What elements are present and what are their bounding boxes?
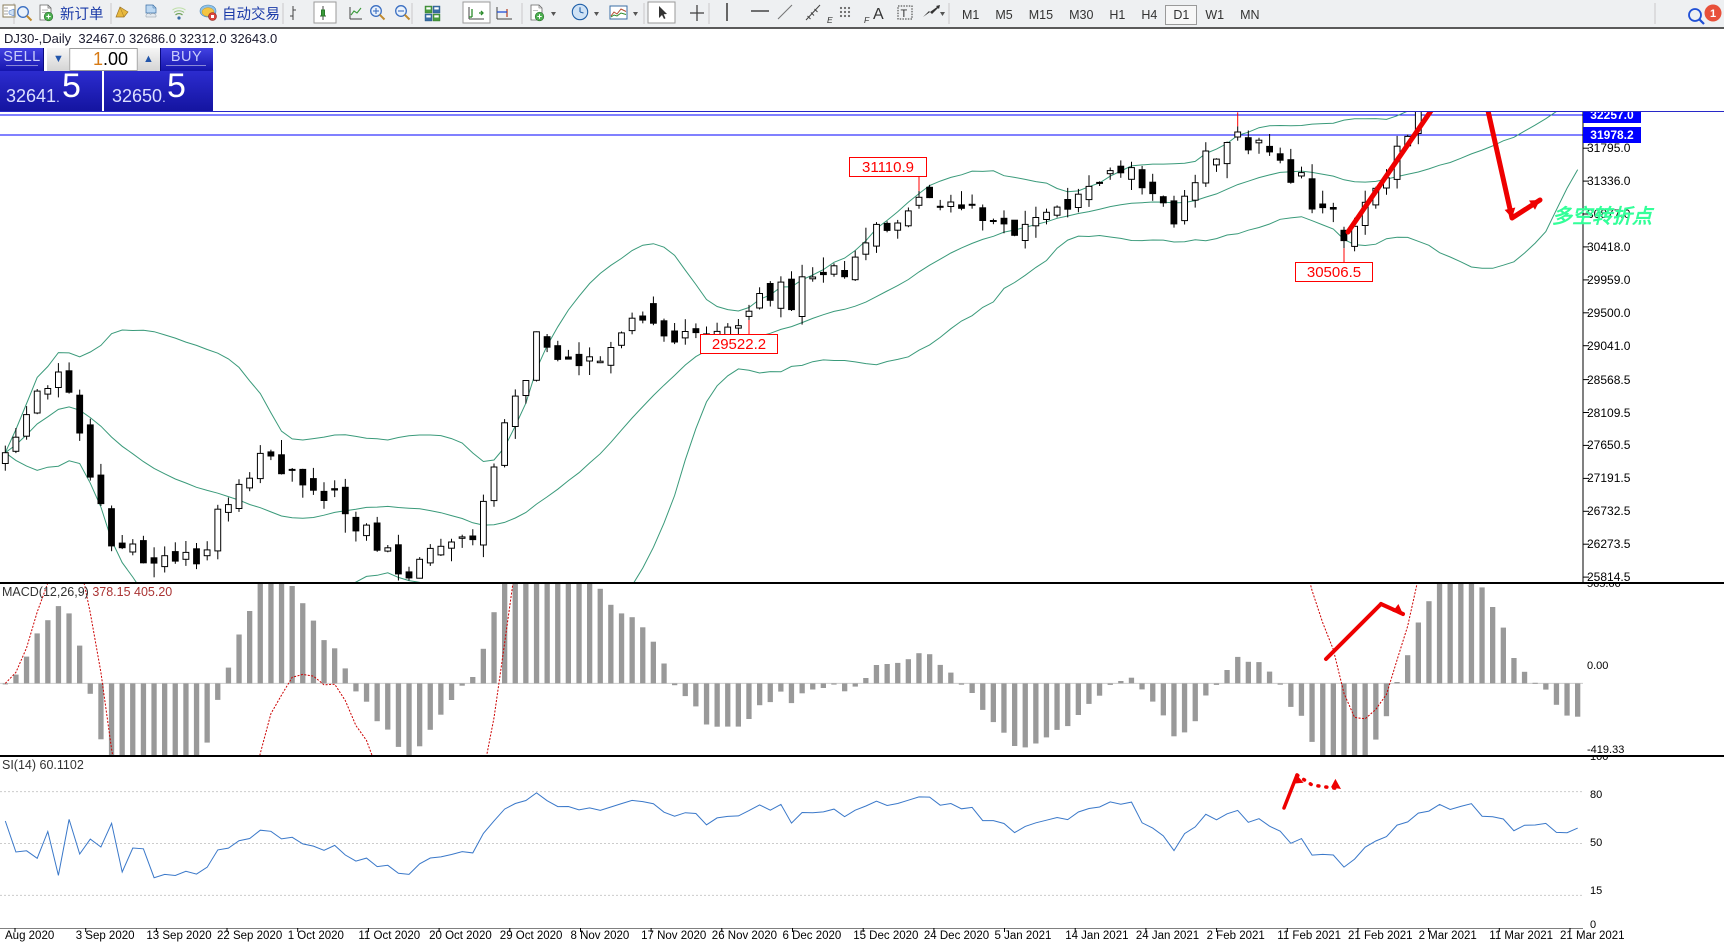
svg-text:新订单: 新订单 bbox=[60, 6, 104, 23]
svg-text:F: F bbox=[864, 15, 870, 25]
svg-text:E: E bbox=[827, 15, 833, 25]
svg-text:T: T bbox=[901, 8, 908, 20]
svg-text:1: 1 bbox=[1710, 8, 1716, 20]
svg-text:A: A bbox=[873, 6, 884, 23]
svg-text:自动交易: 自动交易 bbox=[222, 5, 280, 23]
